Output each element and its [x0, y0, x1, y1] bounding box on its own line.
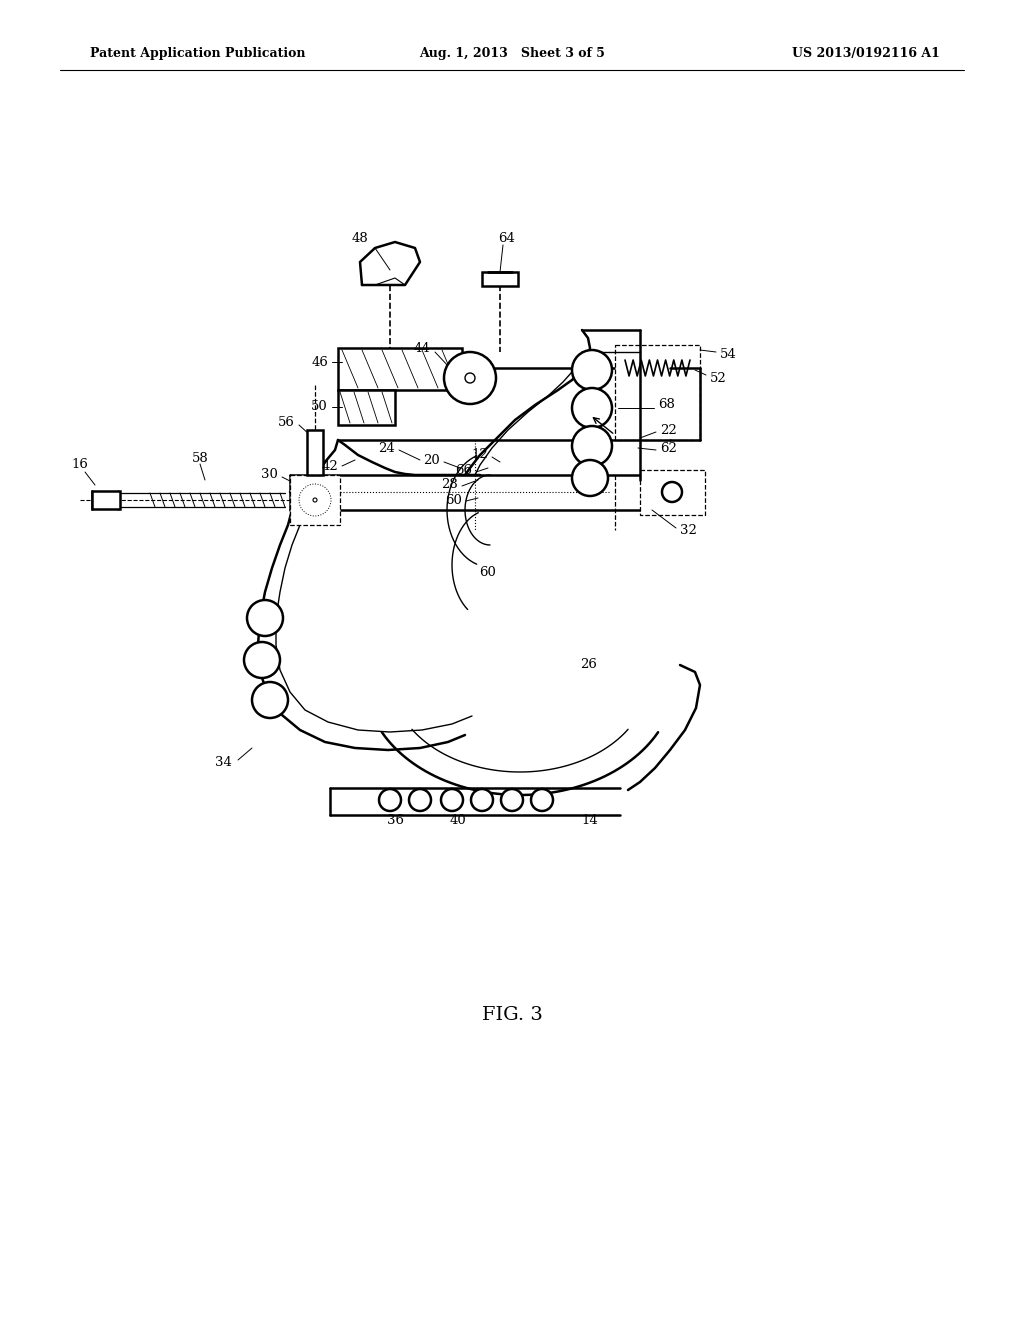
Text: 64: 64 — [498, 231, 515, 244]
Text: 30: 30 — [261, 469, 278, 482]
Text: 54: 54 — [720, 348, 736, 362]
Bar — [482, 272, 518, 286]
Text: 36: 36 — [386, 813, 403, 826]
Bar — [92, 491, 120, 510]
Circle shape — [441, 789, 463, 810]
Circle shape — [313, 498, 317, 502]
Text: 60: 60 — [445, 494, 462, 507]
Circle shape — [444, 352, 496, 404]
Bar — [338, 389, 395, 425]
Circle shape — [572, 426, 612, 466]
Circle shape — [252, 682, 288, 718]
Text: 58: 58 — [191, 451, 208, 465]
Circle shape — [465, 374, 475, 383]
Circle shape — [572, 388, 612, 428]
Text: 42: 42 — [322, 459, 338, 473]
Circle shape — [572, 350, 612, 389]
Circle shape — [244, 642, 280, 678]
Text: 24: 24 — [378, 441, 395, 454]
Circle shape — [247, 601, 283, 636]
Text: 48: 48 — [351, 231, 368, 244]
Text: Aug. 1, 2013   Sheet 3 of 5: Aug. 1, 2013 Sheet 3 of 5 — [419, 46, 605, 59]
Text: 16: 16 — [72, 458, 88, 471]
Text: 26: 26 — [580, 659, 597, 672]
Text: 12: 12 — [471, 449, 488, 462]
Circle shape — [531, 789, 553, 810]
Text: 46: 46 — [311, 355, 328, 368]
Text: 40: 40 — [450, 813, 466, 826]
Text: 32: 32 — [680, 524, 697, 536]
Text: 60: 60 — [479, 565, 497, 578]
Bar — [640, 470, 705, 515]
Circle shape — [379, 789, 401, 810]
Text: 52: 52 — [710, 371, 727, 384]
Text: 66: 66 — [455, 463, 472, 477]
Circle shape — [662, 482, 682, 502]
Circle shape — [501, 789, 523, 810]
Text: 22: 22 — [660, 424, 677, 437]
Text: 50: 50 — [311, 400, 328, 413]
Bar — [338, 348, 462, 389]
Bar — [290, 475, 340, 525]
Circle shape — [299, 484, 331, 516]
Text: FIG. 3: FIG. 3 — [481, 1006, 543, 1024]
Bar — [307, 430, 323, 475]
Text: Patent Application Publication: Patent Application Publication — [90, 46, 305, 59]
Text: 34: 34 — [215, 755, 232, 768]
Circle shape — [572, 459, 608, 496]
Text: 14: 14 — [582, 813, 598, 826]
Text: 20: 20 — [423, 454, 440, 466]
Circle shape — [409, 789, 431, 810]
Text: 28: 28 — [441, 479, 458, 491]
Text: 68: 68 — [658, 399, 675, 412]
Text: 44: 44 — [414, 342, 430, 355]
Text: US 2013/0192116 A1: US 2013/0192116 A1 — [793, 46, 940, 59]
Text: 62: 62 — [660, 441, 677, 454]
Circle shape — [303, 488, 327, 512]
Text: 56: 56 — [279, 416, 295, 429]
Circle shape — [471, 789, 493, 810]
Bar — [615, 345, 700, 440]
